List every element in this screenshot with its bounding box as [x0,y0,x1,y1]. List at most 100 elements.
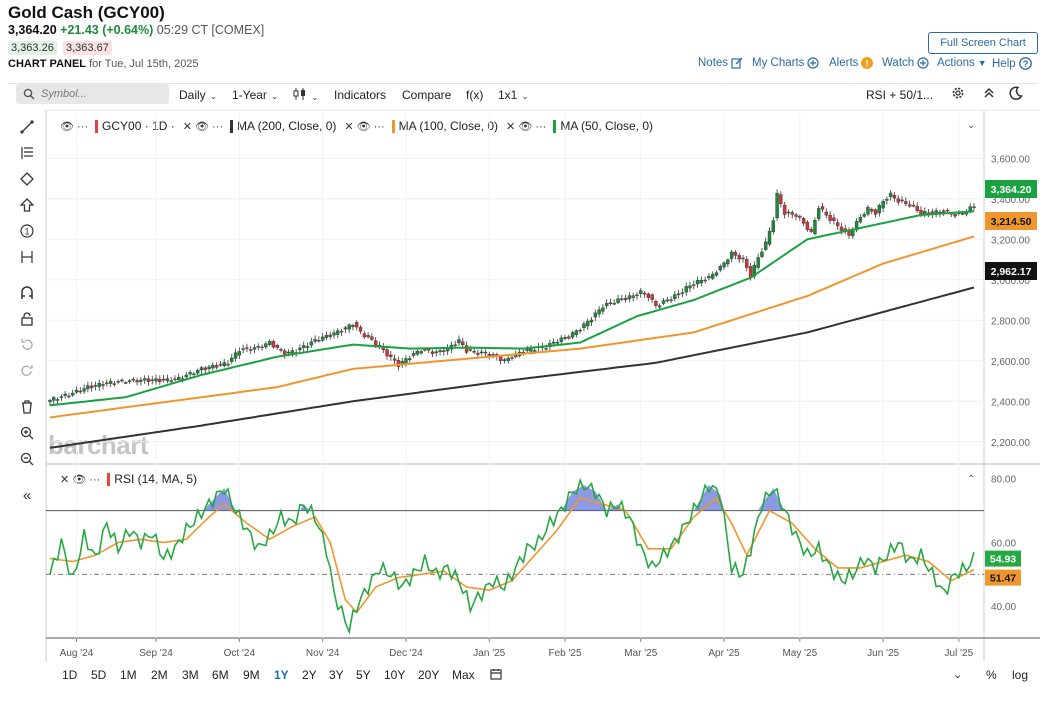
timeframe-1y[interactable]: 1Y [274,668,289,682]
timeframe-10y[interactable]: 10Y [384,668,406,682]
timeframe-20y[interactable]: 20Y [418,668,440,682]
arrow-tool-icon[interactable] [16,195,38,215]
timeframe-2m[interactable]: 2M [151,668,168,682]
function-button[interactable]: f(x) [466,88,484,102]
chevron-down-icon: ⌄ [209,91,218,101]
candle-body [703,279,707,282]
candle-body [839,226,844,231]
timeframe-5y[interactable]: 5Y [356,668,371,682]
timeframe-1d[interactable]: 1D [62,668,78,682]
rsi-last-tag-bg [985,550,1021,567]
candle-body [510,357,514,359]
trendline-tool-icon[interactable] [16,117,38,137]
annotation-tool-icon[interactable]: 1 [16,221,38,241]
candle-body [843,228,847,231]
price-tick-label: 3,000.00 [991,276,1030,287]
rsi-ma-line [49,496,975,614]
zoom-in-icon[interactable] [16,423,38,443]
timeframe-max[interactable]: Max [452,668,475,682]
undo-icon[interactable] [16,335,38,355]
timeframe-1m[interactable]: 1M [120,668,137,682]
calendar-icon[interactable] [490,668,502,683]
lock-icon[interactable] [16,309,38,329]
full-screen-chart-button[interactable]: Full Screen Chart [928,32,1038,54]
candle-body [381,346,385,350]
timeframe-5d[interactable]: 5D [91,668,107,682]
redo-icon[interactable] [16,361,38,381]
interval-dropdown[interactable]: Daily ⌄ [179,88,217,102]
symbol-color-swatch [95,119,99,133]
candle-body [521,351,526,354]
candle-body [430,351,435,354]
magnet-icon[interactable] [16,283,38,303]
alerts-link[interactable]: Alerts ! [829,57,874,69]
rsi-line [49,477,975,635]
rsi-legend: ✕ 👁 ··· RSI (14, MA, 5) [60,472,197,486]
timeframe-3y[interactable]: 3Y [329,668,344,682]
indicators-button[interactable]: Indicators [334,88,387,102]
candle-body [915,206,919,211]
settings-gear-icon[interactable] [951,86,965,103]
candle-body [487,354,491,356]
zoom-out-icon[interactable] [16,449,38,469]
candle-body [52,397,56,401]
notes-link[interactable]: Notes [698,57,743,69]
my-charts-link[interactable]: My Charts [752,57,820,69]
study-template-dropdown[interactable]: RSI + 50/1... [866,88,934,102]
trash-icon[interactable] [16,397,38,417]
candle-body [722,262,726,268]
candle-body [82,388,86,392]
timeframe-6m[interactable]: 6M [212,668,229,682]
bar-type-dropdown[interactable]: ⌄ [293,88,319,103]
range-dropdown[interactable]: 1-Year ⌄ [232,88,278,102]
fibonacci-tool-icon[interactable] [16,143,38,163]
time-tick-label: Jan '25 [473,648,505,659]
candle-body [930,211,935,215]
candle-body [480,351,484,354]
ma200-tag: 2,962.17 [991,266,1032,278]
candle-body [260,346,264,349]
percent-toggle[interactable]: % [986,668,997,682]
candle-body [135,380,139,383]
alert-icon: ! [861,57,874,69]
timeframe-2y[interactable]: 2Y [302,668,317,682]
candle-body [267,341,272,345]
measure-tool-icon[interactable] [16,247,38,267]
log-toggle[interactable]: log [1012,668,1029,682]
dark-mode-moon-icon[interactable] [1009,86,1023,103]
candle-body [960,213,965,215]
symbol-search-input[interactable]: Symbol... [16,84,169,104]
edit-icon [731,57,743,69]
collapse-sidebar-icon[interactable]: « [22,486,32,504]
chevron-down-icon: ⌄ [521,91,529,101]
timeframe-3m[interactable]: 3M [182,668,199,682]
candle-body [305,346,310,348]
watch-link[interactable]: Watch [882,57,929,69]
actions-menu[interactable]: Actions ▼ [937,57,987,69]
compare-button[interactable]: Compare [402,88,452,102]
candle-body [169,380,173,382]
candle-body [745,259,749,268]
chevron-up-icon[interactable]: ⌃ [967,474,976,485]
collapse-toolbar-icon[interactable] [983,86,995,103]
candle-body [760,251,764,257]
help-link[interactable]: Help ? [992,57,1032,70]
close-icon[interactable]: ✕ 👁 ··· [506,120,547,133]
close-icon[interactable]: ✕ 👁 ··· [60,473,101,486]
timeframe-9m[interactable]: 9M [243,668,260,682]
layout-dropdown[interactable]: 1x1 ⌄ [498,88,529,102]
chevron-down-icon[interactable]: ⌄ [967,120,976,131]
time-tick-label: Jun '25 [867,648,899,659]
candle-body [957,211,961,215]
candle-body [89,385,94,389]
range-value: 1-Year [232,88,267,102]
candle-body [926,212,931,215]
close-icon[interactable]: ✕ 👁 ··· [182,120,223,133]
candle-body [854,221,859,231]
chevron-double-down-icon[interactable]: ⌄ [953,669,963,681]
candle-body [67,395,71,398]
visibility-eye-icon[interactable]: 👁 ··· [60,120,89,133]
close-icon[interactable]: ✕ 👁 ··· [344,120,385,133]
shape-tool-icon[interactable] [16,169,38,189]
ma100-tag: 3,214.50 [991,216,1032,228]
